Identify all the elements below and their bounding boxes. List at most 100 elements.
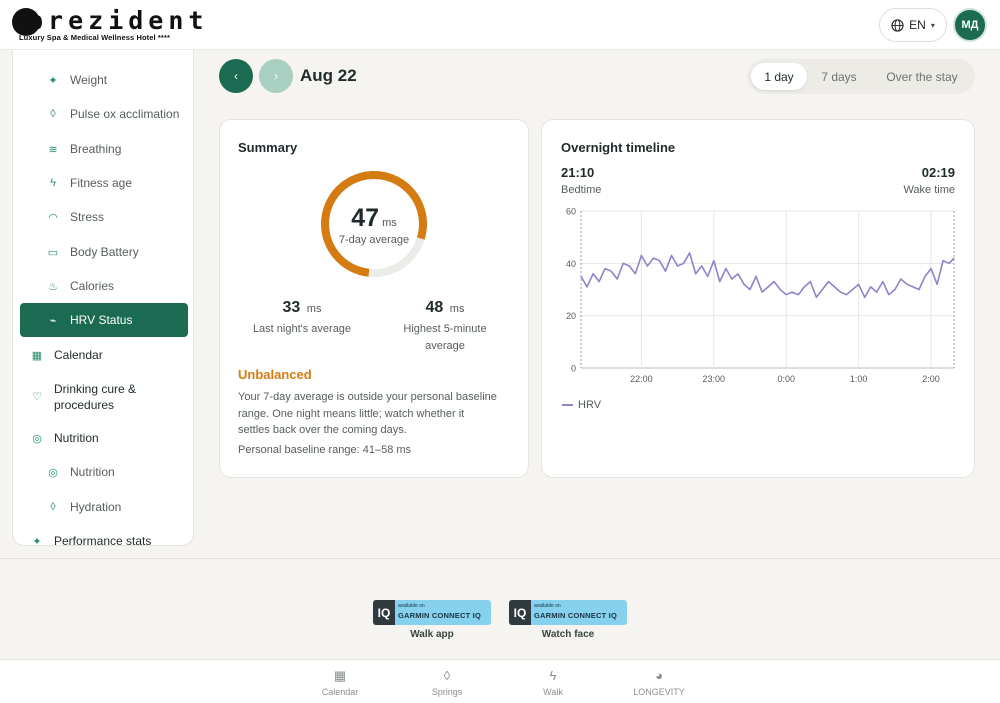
runner-icon: ϟ <box>50 177 56 189</box>
next-day-button[interactable]: › <box>259 59 293 93</box>
sidebar-item-label: Body Battery <box>70 245 139 259</box>
sidebar-item-label: Hydration <box>70 500 122 514</box>
sidebar-item-nutrition-group[interactable]: ◎ Nutrition <box>13 430 193 446</box>
bottom-nav-label: LONGEVITY <box>633 687 685 697</box>
sidebar-item-label: HRV Status <box>70 313 133 327</box>
sidebar-item-pulse-ox[interactable]: ◊ Pulse ox acclimation <box>13 106 193 122</box>
sidebar-item-label: Drinking cure & procedures <box>54 382 137 412</box>
tab-1-day[interactable]: 1 day <box>751 63 807 90</box>
x-tick-label: 22:00 <box>630 374 653 384</box>
sidebar-item-performance-stats[interactable]: ✦ Performance stats <box>13 533 193 546</box>
timeline-card <box>541 119 975 478</box>
chevron-right-icon: › <box>274 69 278 83</box>
tab-7-days[interactable]: 7 days <box>821 69 857 84</box>
seven-day-average-unit: ms <box>382 217 397 229</box>
sidebar-item-hrv-status[interactable]: ⌁ HRV Status <box>20 303 188 337</box>
x-tick-label: 2:00 <box>922 374 940 384</box>
wind-icon: ≋ <box>48 143 58 156</box>
bottom-navigation: ▦ Calendar ◊ Springs ϟ Walk ◕ LONGEVITY <box>0 659 1000 703</box>
bottom-nav-calendar[interactable]: ▦ Calendar <box>300 668 380 697</box>
sidebar-item-label: Weight <box>70 73 108 87</box>
summary-title: Summary <box>238 140 298 155</box>
hrv-status-description: Your 7-day average is outside your perso… <box>238 391 497 436</box>
sidebar-item-label: Performance stats <box>54 534 152 546</box>
last-night-value: 33 <box>282 299 301 316</box>
connect-iq-icon: IQ <box>373 600 395 625</box>
longevity-icon: ◕ <box>655 668 663 683</box>
x-tick-label: 23:00 <box>703 374 726 384</box>
sidebar-item-label: Calendar <box>54 348 103 362</box>
bottom-nav-label: Calendar <box>321 687 359 697</box>
badge-brand-text: GARMIN CONNECT IQ <box>398 611 481 620</box>
sidebar-item-weight[interactable]: ✦ Weight <box>13 72 193 88</box>
sidebar-item-hydration[interactable]: ◊ Hydration <box>13 499 193 515</box>
last-night-label: Last night's average <box>252 323 352 335</box>
sidebar-item-label: Nutrition <box>70 465 115 479</box>
battery-icon: ▭ <box>47 246 59 259</box>
chart-legend: HRV <box>562 399 601 411</box>
target-icon: ◎ <box>48 466 58 479</box>
sidebar-item-label: Stress <box>70 210 105 224</box>
hrv-status-label: Unbalanced <box>238 367 312 382</box>
heart-icon: ♡ <box>32 391 42 403</box>
connect-iq-icon: IQ <box>509 600 531 625</box>
wake-time-label: Wake time <box>903 184 955 196</box>
prezident-logo[interactable]: prezident Luxury Spa & Medical Wellness … <box>12 6 203 44</box>
y-tick-label: 20 <box>566 311 576 321</box>
sidebar-item-stress[interactable]: ◠ Stress <box>13 209 193 225</box>
bottom-nav-springs[interactable]: ◊ Springs <box>407 668 487 697</box>
sidebar-item-breathing[interactable]: ≋ Breathing <box>13 141 193 157</box>
user-avatar[interactable]: МД <box>953 8 987 42</box>
sidebar-item-label: Breathing <box>70 142 122 156</box>
sidebar-item-label: Calories <box>70 279 115 293</box>
timeline-title: Overnight timeline <box>561 140 676 155</box>
wake-time-value: 02:19 <box>921 165 955 180</box>
sidebar-item-nutrition[interactable]: ◎ Nutrition <box>13 464 193 480</box>
sidebar-item-label: Fitness age <box>70 176 133 190</box>
logo-word: prezident <box>28 6 209 35</box>
garmin-watch-face-badge[interactable]: IQ available on GARMIN CONNECT IQ <box>509 600 627 625</box>
x-tick-label: 1:00 <box>850 374 868 384</box>
chevron-down-icon: ▾ <box>930 20 935 30</box>
logo-mark <box>12 8 40 36</box>
sidebar-item-label: Nutrition <box>54 431 99 445</box>
sidebar: ✦ Weight ◊ Pulse ox acclimation ≋ Breath… <box>12 50 194 546</box>
highest-stat: 48 ms Highest 5-minute average <box>390 299 500 355</box>
language-selector[interactable]: EN ▾ <box>879 8 947 42</box>
previous-day-button[interactable]: ‹ <box>219 59 253 93</box>
language-code: EN <box>909 18 926 32</box>
walker-icon: ϟ <box>549 668 557 683</box>
bottom-nav-label: Springs <box>431 687 463 697</box>
highest-unit: ms <box>449 303 465 315</box>
flame-icon: ♨ <box>48 280 58 293</box>
sidebar-item-fitness-age[interactable]: ϟ Fitness age <box>13 175 193 191</box>
sidebar-item-calories[interactable]: ♨ Calories <box>13 278 193 294</box>
badge-small-text: available on <box>534 603 561 609</box>
bottom-nav-walk[interactable]: ϟ Walk <box>513 668 593 697</box>
seven-day-average-value: 47 <box>351 204 380 232</box>
sparkle-icon: ✦ <box>48 74 58 87</box>
sparkle-icon: ✦ <box>32 535 42 546</box>
footer-divider <box>0 558 1000 559</box>
baseline-range: Personal baseline range: 41–58 ms <box>238 444 412 456</box>
hrv-gauge <box>321 171 427 277</box>
watch-face-caption: Watch face <box>541 629 595 640</box>
badge-small-text: available on <box>398 603 425 609</box>
globe-icon <box>891 18 904 32</box>
tab-over-the-stay[interactable]: Over the stay <box>886 69 958 84</box>
bedtime-label: Bedtime <box>561 184 602 196</box>
y-tick-label: 40 <box>566 259 576 269</box>
last-night-unit: ms <box>306 303 322 315</box>
badge-brand-text: GARMIN CONNECT IQ <box>534 611 617 620</box>
garmin-walk-app-badge[interactable]: IQ available on GARMIN CONNECT IQ <box>373 600 491 625</box>
sidebar-item-drinking-cure[interactable]: ♡ Drinking cure & procedures <box>13 380 193 414</box>
bottom-nav-longevity[interactable]: ◕ LONGEVITY <box>619 668 699 697</box>
sidebar-item-calendar[interactable]: ▦ Calendar <box>13 347 193 363</box>
y-tick-label: 0 <box>571 364 576 374</box>
hrv-series-line <box>580 252 955 299</box>
highest-value: 48 <box>425 299 444 316</box>
sidebar-item-body-battery[interactable]: ▭ Body Battery <box>13 244 193 260</box>
gauge-icon: ◠ <box>48 211 58 224</box>
seven-day-average: 47 ms <box>319 204 429 233</box>
calendar-icon: ▦ <box>333 668 347 683</box>
